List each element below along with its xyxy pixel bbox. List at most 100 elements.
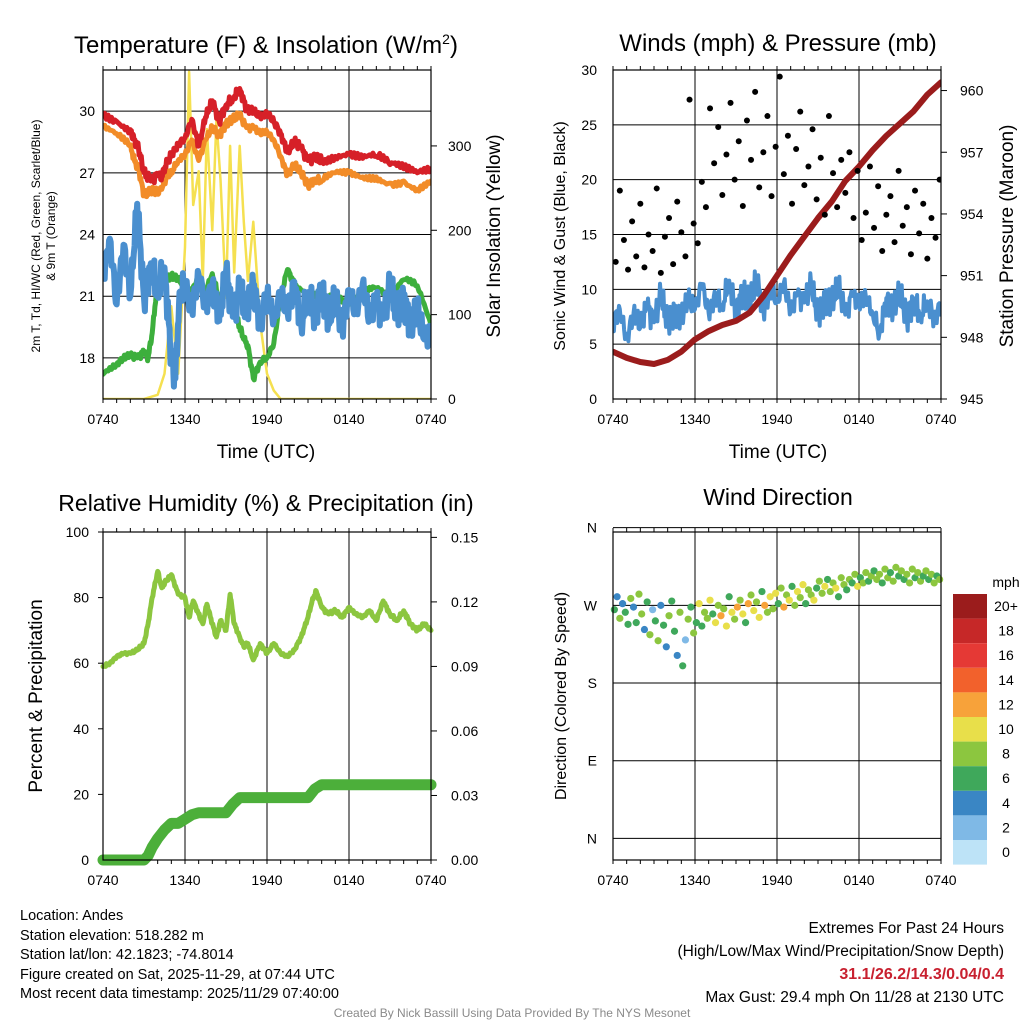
x-tick-label: 0740 — [597, 872, 628, 888]
colorbar-unit-label: mph — [992, 574, 1019, 590]
temperature-y-axis-label: 2m T, Td, HI/WC (Red, Green, Scarlet/Blu… — [29, 120, 43, 353]
wind-direction-point — [736, 596, 744, 604]
direction-tick-label: S — [588, 675, 597, 691]
wind-direction-point — [692, 619, 700, 627]
extremes-title: Extremes For Past 24 Hours — [808, 920, 1004, 937]
x-tick-label: 1340 — [679, 411, 710, 427]
location-text: Location: Andes — [20, 908, 124, 924]
gust-point — [871, 224, 878, 231]
gust-point — [858, 236, 865, 243]
gust-point — [686, 96, 693, 103]
gust-point — [895, 167, 902, 174]
plot-border — [612, 531, 942, 861]
wind-direction-point — [676, 608, 684, 616]
gust-point — [674, 198, 681, 205]
wind-direction-point — [624, 620, 632, 628]
y2-tick-label: 0.03 — [451, 787, 478, 803]
sonic-wind-series — [613, 269, 941, 344]
wind-direction-point — [761, 601, 769, 609]
wind-direction-point — [711, 619, 720, 627]
gust-point — [916, 230, 923, 237]
wind-direction-point — [706, 596, 714, 604]
wind-direction-point — [673, 651, 681, 660]
direction-tick-label: N — [587, 520, 597, 536]
colorbar-label: 14 — [998, 672, 1014, 688]
direction-tick-label: E — [588, 753, 597, 769]
gust-point — [678, 229, 685, 236]
wind-direction-point — [720, 605, 728, 613]
y2-tick-label: 0.06 — [451, 723, 478, 739]
gust-point — [670, 261, 677, 268]
wind-direction-point — [703, 614, 711, 622]
gust-point — [879, 247, 886, 254]
wind-direction-point — [881, 565, 889, 573]
relative-humidity-series — [100, 568, 434, 669]
gust-point — [776, 73, 783, 80]
gust-point — [797, 108, 804, 115]
gust-point — [743, 117, 750, 124]
gust-point — [620, 236, 627, 243]
gust-point — [846, 149, 853, 156]
gust-point — [698, 178, 705, 185]
y-tick-label: 18 — [79, 350, 95, 366]
colorbar-swatch — [953, 618, 987, 644]
colorbar-label: 12 — [998, 696, 1014, 712]
gust-point — [817, 154, 824, 161]
colorbar-label: 2 — [1002, 819, 1010, 835]
gust-point — [793, 145, 800, 152]
gust-point — [613, 258, 619, 265]
gust-point — [637, 200, 644, 207]
colorbar-label: 8 — [1002, 746, 1010, 762]
wind-direction-point — [821, 582, 829, 590]
gust-point — [682, 253, 689, 260]
colorbar-swatch — [953, 594, 987, 619]
x-tick-label: 0740 — [925, 411, 956, 427]
wind-direction-point — [780, 603, 788, 611]
plot-border — [612, 69, 942, 400]
wind-direction-point — [698, 622, 706, 630]
gust-point — [907, 251, 914, 258]
wind-direction-point — [766, 593, 774, 601]
wind-direction-point — [728, 608, 736, 616]
gust-point — [854, 167, 861, 174]
wind-direction-point — [837, 574, 845, 582]
wind-direction-point — [936, 575, 944, 584]
wind-direction-point — [670, 627, 679, 635]
wind-direction-point — [810, 596, 818, 604]
y2-tick-label: 100 — [448, 307, 472, 323]
wind-direction-point — [687, 603, 695, 611]
y-tick-label: 10 — [581, 281, 597, 297]
wind-direction-point — [618, 600, 627, 608]
gust-point — [760, 149, 767, 156]
wind-direction-point — [875, 570, 884, 578]
y-tick-label: 27 — [79, 165, 95, 181]
wind-direction-point — [908, 565, 916, 573]
wind-direction-point — [922, 567, 930, 575]
wind-direction-point — [632, 619, 640, 627]
gust-point — [928, 215, 935, 222]
gust-point — [625, 266, 632, 273]
wind-direction-point — [665, 612, 673, 620]
plot-border — [102, 69, 432, 400]
gust-point — [715, 124, 722, 131]
gust-point — [727, 99, 734, 106]
gust-point — [645, 231, 652, 238]
y2-tick-label: 945 — [960, 391, 984, 407]
gust-point — [809, 126, 816, 133]
y2-tick-label: 954 — [960, 206, 984, 222]
y2-tick-label: 300 — [448, 138, 472, 154]
wind-direction-point — [843, 586, 851, 594]
station-pressure-series — [613, 79, 941, 367]
x-tick-label: 0140 — [333, 411, 364, 427]
y-tick-label: 20 — [73, 786, 89, 802]
wind-direction-point — [772, 589, 780, 597]
colorbar-label: 6 — [1002, 770, 1010, 786]
wind-direction-point — [717, 612, 725, 620]
extremes-box: Extremes For Past 24 Hours (High/Low/Max… — [678, 917, 1005, 1009]
gust-point — [649, 247, 656, 254]
wind-direction-point — [889, 577, 897, 585]
y2-tick-label: 948 — [960, 329, 984, 345]
wind-direction-point — [930, 579, 938, 587]
y-tick-label: 30 — [79, 103, 95, 119]
wind-direction-point — [774, 600, 782, 608]
